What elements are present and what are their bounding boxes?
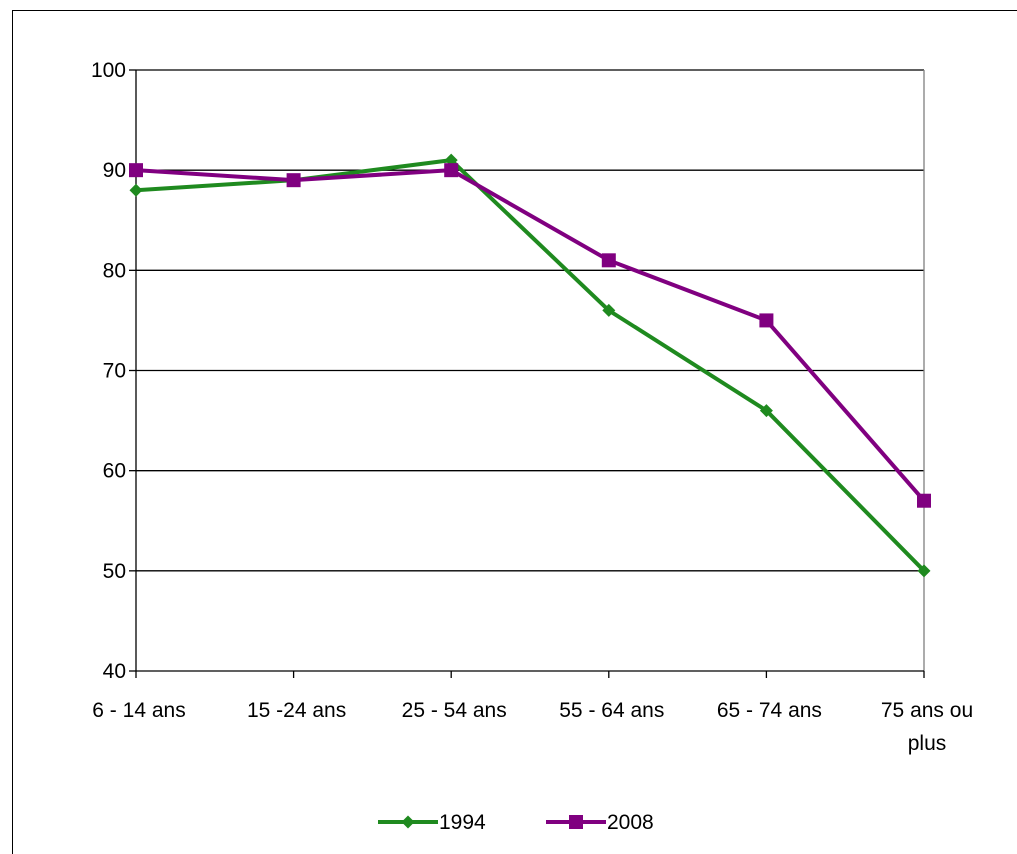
data-point-2008-2 xyxy=(444,163,459,178)
x-tick-label-line: 25 - 54 ans xyxy=(402,699,507,722)
data-point-1994-5 xyxy=(917,564,931,578)
data-point-1994-4 xyxy=(759,404,773,418)
x-tick-label-line: 75 ans ou xyxy=(881,699,973,722)
x-tick-label-line: 65 - 74 ans xyxy=(717,699,822,722)
legend-label-2008: 2008 xyxy=(607,811,654,834)
data-point-1994-0 xyxy=(129,183,143,197)
x-tick-labels: 6 - 14 ans 15 -24 ans 25 - 54 ans 55 - 64 a… xyxy=(92,699,973,755)
chart-frame xyxy=(12,10,1017,854)
legend-item-2008: 2008 xyxy=(546,811,654,834)
x-tick-label-2: 25 - 54 ans xyxy=(402,699,507,722)
data-point-2008-4 xyxy=(759,313,774,328)
x-tick-label-line: 55 - 64 ans xyxy=(559,699,664,722)
x-tick-label-5: 75 ans ou plus xyxy=(881,699,973,755)
x-tick-label-line: plus xyxy=(908,732,947,755)
legend-marker-2008 xyxy=(569,815,583,829)
y-tick-labels: 40 50 60 70 80 90 100 xyxy=(91,59,126,683)
x-tick-label-4: 65 - 74 ans xyxy=(717,699,822,722)
series-2008 xyxy=(129,163,931,508)
legend: 1994 2008 xyxy=(378,811,654,834)
data-point-2008-5 xyxy=(917,493,931,508)
y-tick-label-90: 90 xyxy=(103,159,126,182)
y-tick-label-50: 50 xyxy=(103,560,126,583)
x-tick-label-3: 55 - 64 ans xyxy=(559,699,664,722)
series-lines xyxy=(129,153,931,578)
x-tick-label-1: 15 -24 ans xyxy=(247,699,346,722)
gridlines xyxy=(136,69,924,572)
legend-marker-1994 xyxy=(401,815,415,829)
data-point-2008-3 xyxy=(601,253,616,268)
y-tick-label-40: 40 xyxy=(103,660,126,683)
data-point-2008-1 xyxy=(286,173,301,188)
axes xyxy=(129,69,925,678)
x-tick-label-line: 6 - 14 ans xyxy=(92,699,185,722)
y-tick-label-80: 80 xyxy=(103,259,126,282)
data-point-1994-3 xyxy=(602,303,616,317)
y-tick-label-70: 70 xyxy=(103,360,126,383)
x-tick-label-line: 15 -24 ans xyxy=(247,699,346,722)
y-tick-label-100: 100 xyxy=(91,59,126,82)
series-line-1994 xyxy=(135,158,926,573)
legend-item-1994: 1994 xyxy=(378,811,486,834)
y-tick-label-60: 60 xyxy=(103,460,126,483)
legend-label-1994: 1994 xyxy=(439,811,486,834)
data-point-2008-0 xyxy=(129,163,143,178)
series-line-2008 xyxy=(135,168,926,503)
x-tick-label-0: 6 - 14 ans xyxy=(92,699,185,722)
